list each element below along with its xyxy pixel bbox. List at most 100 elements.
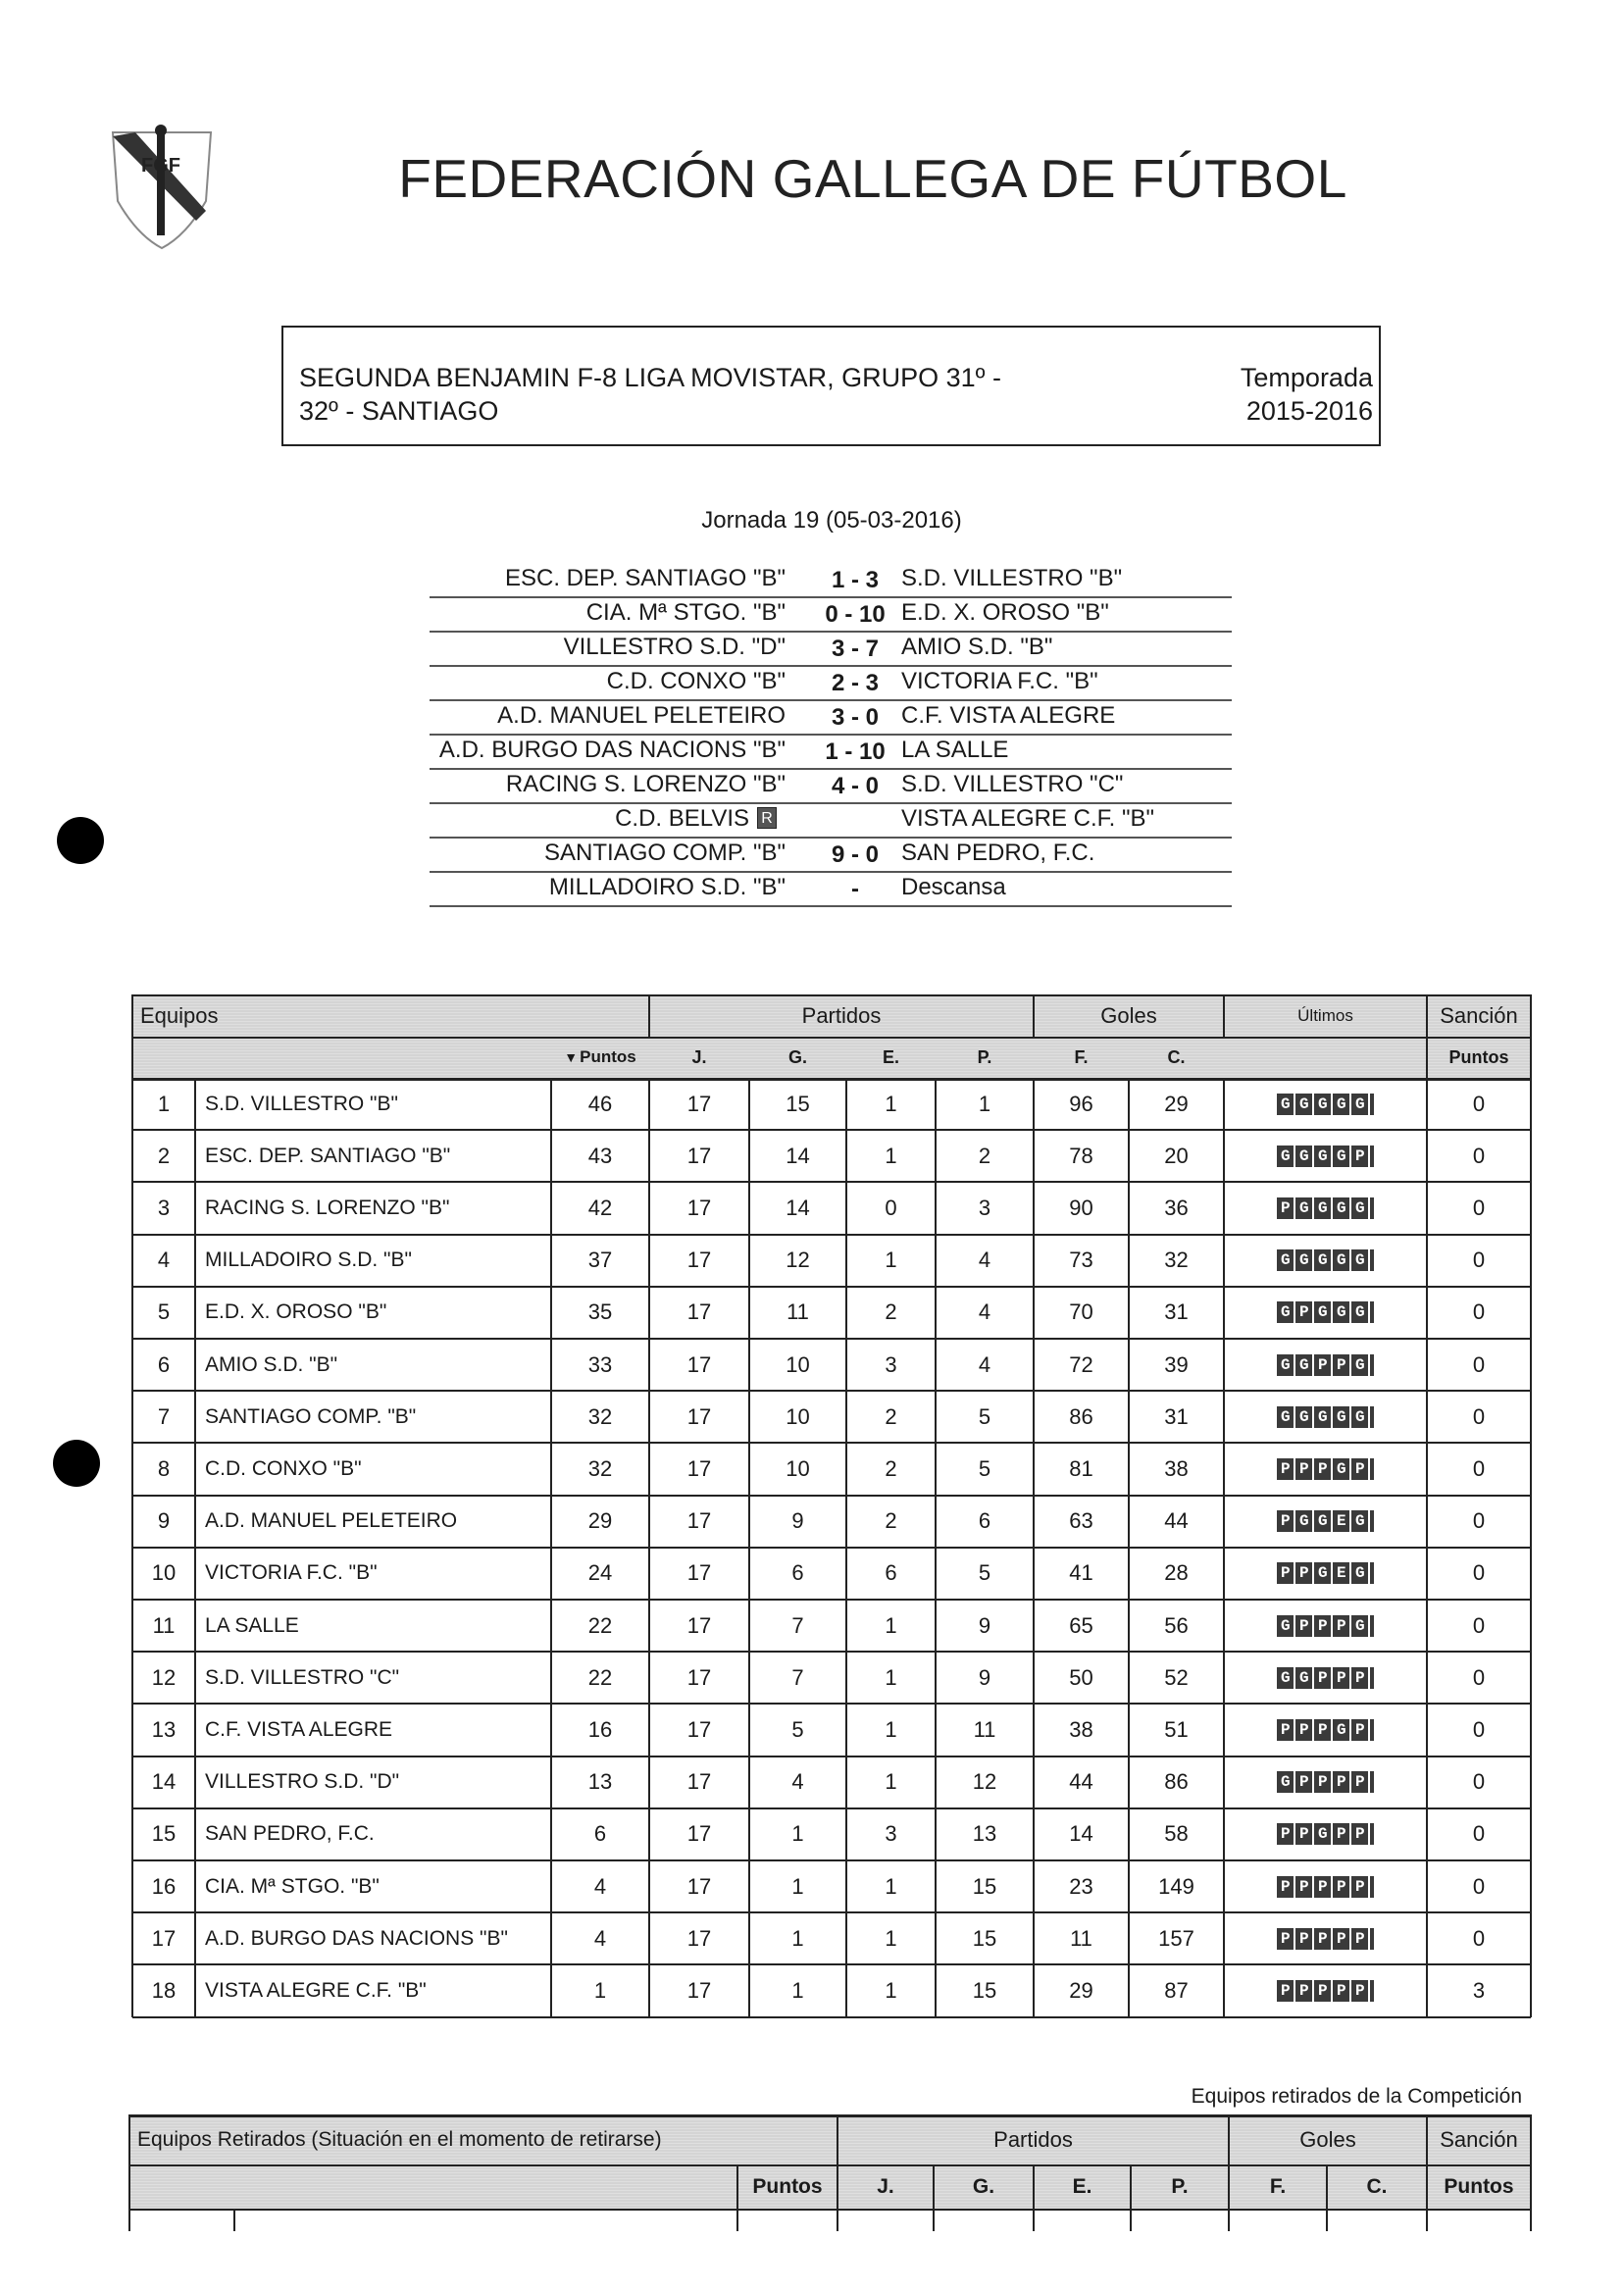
header-sancion: Sanción bbox=[1427, 2114, 1531, 2164]
stat-f: 65 bbox=[1069, 1612, 1093, 1638]
stat-p: 11 bbox=[973, 1716, 996, 1742]
stat-j: 17 bbox=[686, 1455, 712, 1481]
stat-g: 4 bbox=[791, 1769, 804, 1795]
position: 3 bbox=[157, 1195, 171, 1220]
stat-j: 17 bbox=[686, 1351, 712, 1377]
column-j: J. bbox=[837, 2164, 934, 2209]
position: 13 bbox=[151, 1716, 177, 1742]
stat-e: 3 bbox=[885, 1351, 897, 1377]
sanction-points: 0 bbox=[1472, 1873, 1486, 1899]
stat-g: 6 bbox=[791, 1560, 804, 1586]
stat-f: 72 bbox=[1069, 1351, 1093, 1377]
stat-j: 17 bbox=[686, 1821, 712, 1847]
row-rule bbox=[132, 1911, 1531, 1914]
column-p: P. bbox=[1131, 2164, 1229, 2209]
position: 17 bbox=[151, 1925, 177, 1951]
table-rule bbox=[1223, 994, 1225, 1037]
column-rule bbox=[1426, 1078, 1428, 2017]
sanction-points: 0 bbox=[1472, 1664, 1486, 1690]
last-results: PPPGP bbox=[1277, 1457, 1374, 1480]
stat-c: 58 bbox=[1164, 1821, 1189, 1847]
column-rule bbox=[845, 1078, 847, 2017]
sanction-points: 0 bbox=[1472, 1247, 1486, 1273]
stat-pts: 37 bbox=[587, 1247, 613, 1273]
row-rule bbox=[132, 1285, 1531, 1288]
stat-f: 41 bbox=[1069, 1560, 1093, 1586]
table-rule bbox=[132, 1078, 1531, 1081]
row-rule bbox=[132, 1338, 1531, 1340]
stat-g: 1 bbox=[791, 1977, 804, 2003]
triangle-down-icon: ▼ bbox=[564, 1049, 579, 1065]
row-rule bbox=[132, 1859, 1531, 1861]
stat-g: 1 bbox=[791, 1925, 804, 1951]
column-e: E. bbox=[882, 1046, 899, 1067]
stat-pts: 32 bbox=[587, 1403, 613, 1429]
sanction-points: 3 bbox=[1472, 1977, 1486, 2003]
column-puntos: Puntos bbox=[737, 2164, 837, 2209]
match-score: 0 - 10 bbox=[825, 601, 886, 628]
stat-g: 14 bbox=[786, 1143, 810, 1168]
last-results: PGGEG bbox=[1277, 1510, 1374, 1533]
team-name: A.D. BURGO DAS NACIONS "B" bbox=[205, 1926, 508, 1950]
sanction-points: 0 bbox=[1472, 1821, 1486, 1847]
table-rule bbox=[233, 2209, 235, 2231]
last-results-cell: PGGGG bbox=[1224, 1182, 1427, 1234]
column-f: F. bbox=[1229, 2164, 1327, 2209]
row-rule bbox=[132, 1442, 1531, 1445]
table-rule bbox=[837, 2114, 838, 2164]
position: 6 bbox=[157, 1351, 171, 1377]
stat-g: 11 bbox=[787, 1299, 809, 1325]
stat-pts: 33 bbox=[587, 1351, 613, 1377]
away-team: VISTA ALEGRE C.F. "B" bbox=[901, 805, 1155, 832]
sanction-points: 0 bbox=[1472, 1091, 1486, 1116]
row-rule bbox=[132, 1129, 1531, 1132]
match-score: 9 - 0 bbox=[831, 841, 880, 868]
retired-caption: Equipos retirados de la Competición bbox=[1191, 2085, 1522, 2108]
rest-badge-icon: R bbox=[757, 807, 777, 829]
stat-j: 17 bbox=[686, 1664, 712, 1690]
column-p: P. bbox=[977, 1046, 992, 1067]
home-team: CIA. Mª STGO. "B" bbox=[585, 599, 786, 626]
table-rule bbox=[1530, 2114, 1532, 2164]
team-name: LA SALLE bbox=[205, 1613, 299, 1637]
team-name: MILLADOIRO S.D. "B" bbox=[205, 1248, 412, 1272]
header-equipos-retirados: Equipos Retirados (Situación en el momen… bbox=[129, 2114, 837, 2164]
stat-f: 38 bbox=[1069, 1716, 1093, 1742]
column-puntos[interactable]: ▼ Puntos bbox=[551, 1037, 649, 1078]
table-rule bbox=[131, 994, 133, 1037]
home-team: RACING S. LORENZO "B" bbox=[505, 771, 786, 797]
stat-f: 90 bbox=[1069, 1195, 1093, 1220]
stat-e: 2 bbox=[885, 1299, 897, 1325]
stat-p: 4 bbox=[978, 1351, 991, 1377]
stat-p: 4 bbox=[978, 1299, 991, 1325]
stat-c: 39 bbox=[1164, 1351, 1189, 1377]
match-score: - bbox=[851, 876, 859, 902]
last-results: GPPPP bbox=[1277, 1771, 1374, 1794]
away-team: E.D. X. OROSO "B" bbox=[901, 599, 1109, 626]
position: 9 bbox=[157, 1508, 171, 1534]
match-score: 1 - 3 bbox=[831, 567, 880, 593]
stat-j: 17 bbox=[686, 1508, 712, 1534]
table-rule bbox=[129, 2114, 1531, 2117]
stat-pts: 32 bbox=[587, 1455, 613, 1481]
table-rule bbox=[933, 2164, 935, 2231]
column-sancion_puntos: Puntos bbox=[1427, 2164, 1531, 2209]
last-results-cell: PPGEG bbox=[1224, 1548, 1427, 1600]
away-team: S.D. VILLESTRO "C" bbox=[901, 771, 1124, 797]
column-rule bbox=[1033, 1078, 1035, 2017]
stat-g: 9 bbox=[791, 1508, 804, 1534]
stat-e: 3 bbox=[885, 1821, 897, 1847]
team-name: AMIO S.D. "B" bbox=[205, 1352, 338, 1376]
header-partidos: Partidos bbox=[649, 994, 1034, 1037]
stat-e: 1 bbox=[885, 1612, 897, 1638]
position: 18 bbox=[151, 1977, 177, 2003]
column-rule bbox=[1223, 1078, 1225, 2017]
table-rule bbox=[1426, 1037, 1428, 1078]
sanction-points: 0 bbox=[1472, 1560, 1486, 1586]
stat-j: 17 bbox=[686, 1091, 712, 1116]
stat-c: 149 bbox=[1158, 1873, 1194, 1899]
row-rule bbox=[132, 2015, 1531, 2018]
stat-j: 17 bbox=[686, 1403, 712, 1429]
stat-f: 29 bbox=[1069, 1977, 1093, 2003]
last-results: GGGGG bbox=[1277, 1093, 1374, 1115]
